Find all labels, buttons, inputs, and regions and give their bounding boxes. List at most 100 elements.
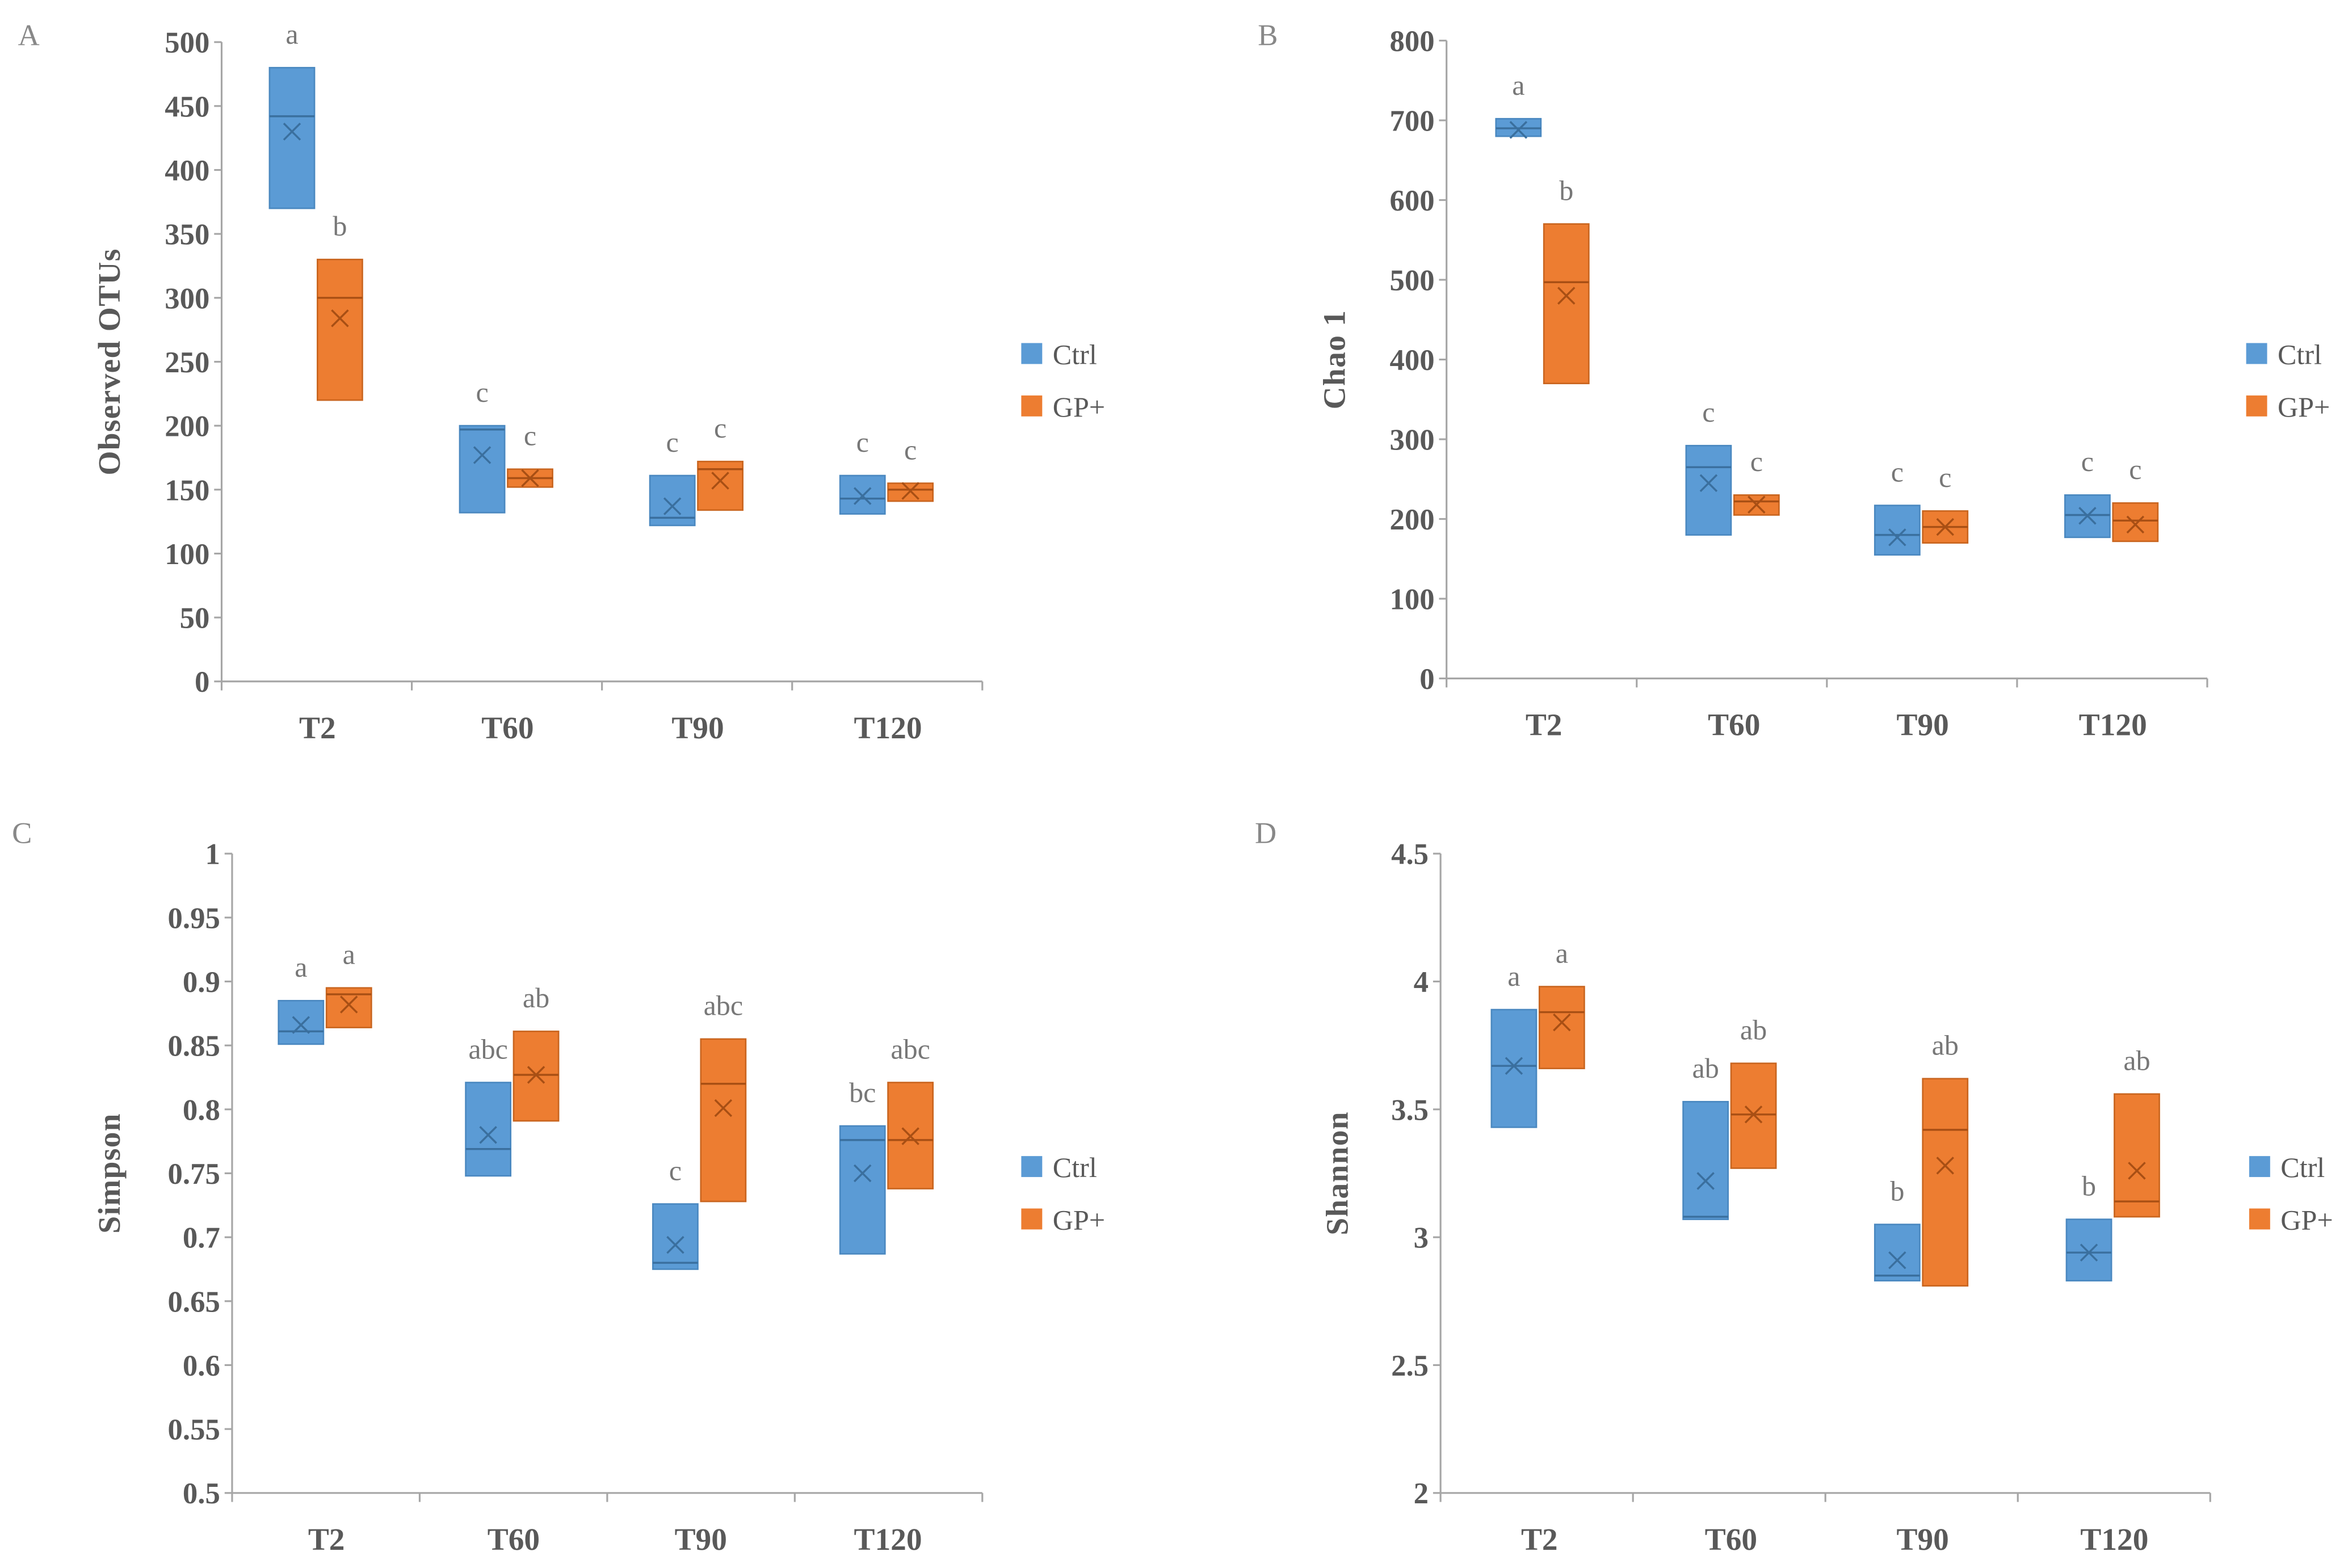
y-tick-label: 0 <box>1419 663 1434 696</box>
box-gpplus-t120: c <box>2112 453 2159 543</box>
mean-marker <box>1509 121 1528 139</box>
significance-letter: a <box>1507 960 1520 992</box>
significance-letter: a <box>295 951 307 983</box>
mean-marker <box>1696 1172 1715 1190</box>
legend-swatch <box>1021 343 1043 364</box>
significance-letter: ab <box>1692 1052 1719 1084</box>
mean-marker <box>1936 1157 1954 1175</box>
legend-item-gpplus: GP+ <box>1021 391 1105 423</box>
x-category-label: T90 <box>1897 708 1949 742</box>
box-rect <box>1490 1008 1538 1128</box>
significance-letter: a <box>343 939 355 970</box>
mean-marker <box>1505 1057 1523 1075</box>
legend-label: Ctrl <box>2280 1151 2325 1183</box>
significance-letter: abc <box>704 990 744 1021</box>
y-tick-label: 0.55 <box>168 1414 220 1447</box>
y-tick-label: 350 <box>165 218 209 251</box>
significance-letter: ab <box>2123 1045 2150 1077</box>
legend-swatch <box>2246 395 2267 417</box>
legend-swatch <box>1021 395 1043 417</box>
mean-marker <box>663 497 682 515</box>
y-tick-label: 400 <box>165 154 209 187</box>
significance-letter: c <box>476 376 488 408</box>
box-ctrl-t90: c <box>652 1154 699 1270</box>
box-ctrl-t60: c <box>459 376 506 514</box>
y-tick-label: 300 <box>1389 423 1434 456</box>
mean-marker <box>2080 1243 2098 1262</box>
y-tick-label: 4.5 <box>1391 838 1429 871</box>
box-gpplus-t2: a <box>325 939 372 1028</box>
legend-swatch <box>2249 1156 2270 1178</box>
significance-letter: c <box>1939 461 1951 493</box>
significance-letter: c <box>1891 456 1904 487</box>
x-category-label: T120 <box>2079 708 2147 742</box>
box-gpplus-t120: abc <box>887 1033 934 1189</box>
significance-letter: c <box>524 420 536 452</box>
legend-item-gpplus: GP+ <box>1021 1204 1105 1235</box>
box-rect <box>2114 1093 2160 1218</box>
legend-swatch <box>1021 1156 1043 1178</box>
mean-marker <box>1553 1013 1571 1032</box>
y-tick-label: 200 <box>1389 503 1434 536</box>
significance-letter: c <box>666 426 679 458</box>
legend-swatch <box>1021 1208 1043 1230</box>
box-gpplus-t60: ab <box>513 982 560 1122</box>
mean-marker <box>292 1016 310 1034</box>
x-category-label: T60 <box>481 711 534 745</box>
y-tick-label: 0.8 <box>183 1094 220 1126</box>
legend-label: GP+ <box>1053 1204 1105 1235</box>
mean-marker <box>521 469 539 487</box>
legend-item-ctrl: Ctrl <box>1021 1151 1097 1183</box>
box-ctrl-t90: c <box>1874 456 1921 556</box>
mean-marker <box>1699 474 1718 493</box>
y-tick-label: 4 <box>1414 966 1429 999</box>
box-ctrl-t2: a <box>1490 960 1538 1128</box>
x-category-label: T60 <box>1708 708 1760 742</box>
legend-item-ctrl: Ctrl <box>2246 338 2322 370</box>
legend-item-gpplus: GP+ <box>2249 1204 2333 1235</box>
y-axis-title: Chao 1 <box>1317 310 1351 410</box>
y-tick-label: 2.5 <box>1391 1350 1429 1382</box>
y-tick-label: 1 <box>205 838 220 871</box>
y-tick-label: 0.75 <box>168 1158 220 1191</box>
mean-marker <box>527 1066 545 1084</box>
panel-label: A <box>18 19 40 52</box>
legend-swatch <box>2246 343 2267 364</box>
legend-label: Ctrl <box>1053 338 1097 370</box>
significance-letter: abc <box>891 1033 930 1065</box>
x-category-label: T120 <box>854 1522 922 1557</box>
y-tick-label: 0 <box>195 666 209 699</box>
x-category-label: T90 <box>1897 1522 1949 1557</box>
mean-marker <box>331 309 349 327</box>
significance-letter: b <box>2082 1170 2096 1201</box>
y-tick-label: 3.5 <box>1391 1094 1429 1126</box>
significance-letter: a <box>285 18 298 50</box>
legend-label: GP+ <box>2278 391 2330 423</box>
mean-marker <box>853 487 872 505</box>
x-category-label: T2 <box>308 1522 345 1557</box>
significance-letter: c <box>2129 453 2141 485</box>
box-rect <box>1874 505 1921 556</box>
mean-marker <box>901 482 919 500</box>
panel-label: B <box>1258 19 1278 52</box>
significance-letter: ab <box>523 982 549 1014</box>
significance-letter: c <box>714 412 726 444</box>
legend-swatch <box>2249 1208 2270 1230</box>
significance-letter: a <box>1512 69 1524 101</box>
mean-marker <box>901 1127 919 1145</box>
mean-marker <box>1744 1105 1763 1124</box>
box-ctrl-t120: c <box>2064 445 2111 539</box>
y-tick-label: 600 <box>1389 184 1434 217</box>
box-gpplus-t2: a <box>1538 937 1585 1070</box>
box-ctrl-t120: c <box>839 426 886 515</box>
box-gpplus-t60: c <box>1733 445 1780 516</box>
y-tick-label: 0.7 <box>183 1222 220 1255</box>
x-category-label: T2 <box>1521 1522 1558 1557</box>
box-ctrl-t60: ab <box>1682 1052 1729 1220</box>
significance-letter: a <box>1556 937 1568 969</box>
box-ctrl-t2: a <box>1495 69 1542 139</box>
y-tick-label: 200 <box>165 410 209 443</box>
box-rect <box>278 999 325 1045</box>
x-category-label: T120 <box>2080 1522 2148 1557</box>
